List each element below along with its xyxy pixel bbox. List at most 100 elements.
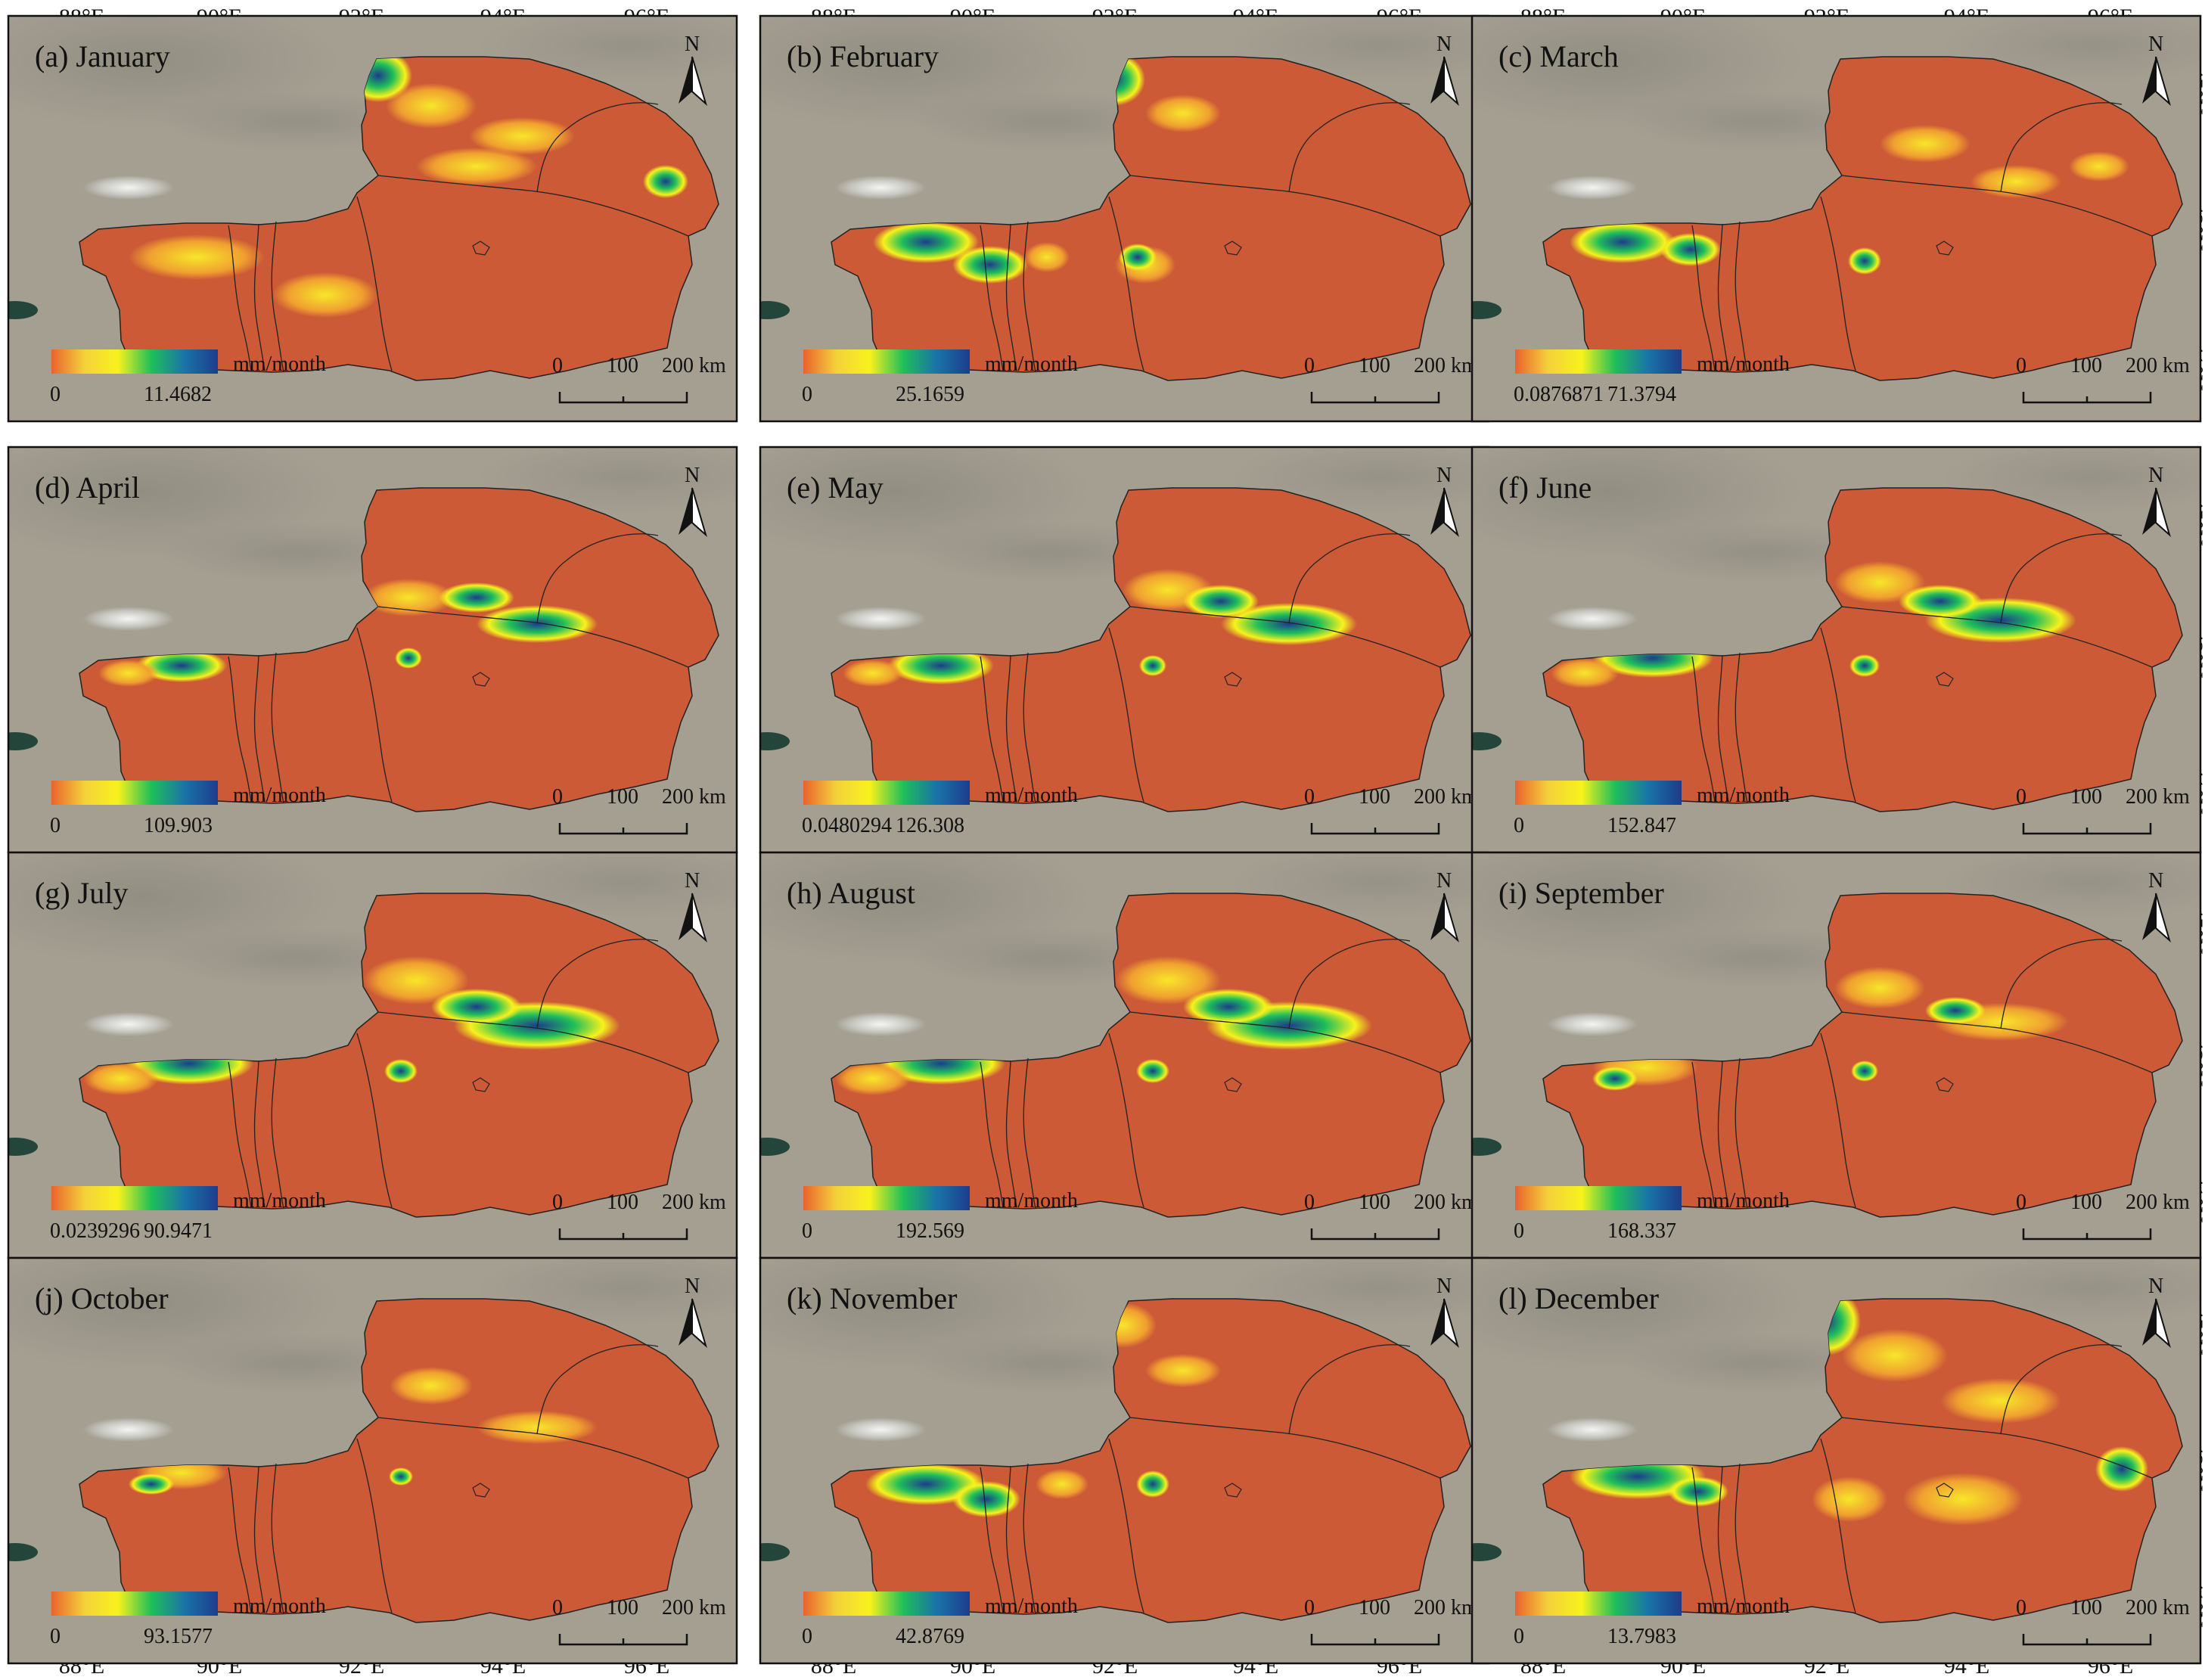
north-label: N (685, 464, 700, 487)
water-body (1471, 301, 1502, 319)
scale-label: 0 (1304, 1191, 1315, 1214)
north-label: N (685, 1275, 700, 1298)
high-value-area (1592, 1067, 1638, 1091)
panel-frame (7, 14, 738, 423)
map-panel: (a) January Nmm/month 0 11.4682 0 100 200 km (7, 14, 738, 423)
water-body (759, 732, 790, 750)
legend-min-value: 0.0239296 (50, 1219, 140, 1243)
legend-color-ramp (1515, 1591, 1682, 1616)
legend-min-value: 0 (802, 383, 812, 406)
scale-label: 0 (552, 354, 563, 377)
north-label: N (2148, 464, 2163, 487)
panel-title: (b) February (787, 39, 939, 73)
scale-label: 0 (2016, 1596, 2026, 1619)
county-boundary (1023, 1057, 1036, 1210)
county-boundary (228, 1061, 252, 1208)
county-boundary (1129, 175, 1441, 237)
map-panel: (j) October Nmm/month 0 93.1577 0 100 200 km (7, 1256, 738, 1665)
scale-bar: 0 100 200 km (2016, 354, 2190, 404)
county-boundary (1717, 654, 1729, 803)
county-boundary (1288, 102, 1411, 193)
county-boundary (1841, 1011, 2153, 1073)
moderate-value-area (98, 660, 159, 687)
county-boundary (1691, 656, 1716, 803)
county-boundary (1841, 606, 2153, 668)
high-value-area (1660, 233, 1721, 266)
water-body (1471, 1138, 1502, 1156)
panel-title: (d) April (35, 470, 140, 505)
county-boundary (377, 606, 689, 668)
north-arrow-icon: N (2142, 464, 2171, 538)
legend-color-ramp (803, 349, 970, 374)
legend-max-value: 192.569 (896, 1219, 964, 1243)
panel-title: (h) August (787, 876, 915, 910)
moderate-value-area (1036, 1469, 1089, 1499)
legend-max-value: 71.3794 (1607, 383, 1676, 406)
scale-label: 0 (552, 1191, 563, 1214)
county-boundary (356, 627, 393, 803)
water-body (759, 301, 790, 319)
legend-color-ramp (1515, 781, 1682, 805)
north-arrow-icon: N (2142, 869, 2171, 943)
snow-cap (1547, 607, 1638, 631)
snow-cap (83, 175, 174, 200)
legend-unit: mm/month (233, 352, 326, 376)
legend-min-value: 0 (50, 383, 61, 406)
county-boundary (1108, 1438, 1144, 1613)
moderate-value-area (1834, 561, 1925, 604)
county-boundary (228, 656, 252, 803)
scale-bar: 0 100 200 km (552, 1596, 726, 1646)
scale-label: 0 (552, 1596, 563, 1619)
panel-title: (i) September (1498, 876, 1664, 910)
water-body (759, 1138, 790, 1156)
north-arrow-icon: N (679, 869, 707, 943)
scale-label: 100 (1359, 1596, 1390, 1619)
county-boundary (536, 102, 659, 193)
map-panel: (b) February Nmm/month 0 25.1659 0 100 200 km (759, 14, 1490, 423)
high-value-area (952, 1481, 1020, 1517)
county-boundary (1734, 652, 1748, 804)
snow-cap (83, 1418, 174, 1442)
legend-unit: mm/month (1697, 352, 1790, 376)
snow-cap (835, 175, 926, 200)
scale-label: 200 km (2126, 1191, 2190, 1214)
high-value-area (1899, 585, 1982, 618)
legend-unit: mm/month (985, 784, 1078, 807)
county-boundary (271, 221, 284, 373)
north-label: N (1436, 1275, 1452, 1298)
scale-label: 200 km (1414, 1596, 1478, 1619)
county-boundary (1717, 1060, 1729, 1208)
panel-frame (1471, 14, 2202, 423)
scale-label: 0 (1304, 1596, 1315, 1619)
legend-unit: mm/month (233, 784, 326, 807)
water-body (1471, 732, 1502, 750)
snow-cap (835, 1012, 926, 1036)
high-value-area (439, 582, 514, 613)
county-boundary (1691, 1061, 1716, 1208)
county-boundary (1005, 654, 1017, 803)
moderate-value-area (835, 1062, 911, 1095)
scale-bar: 0 100 200 km (2016, 1596, 2190, 1646)
scale-label: 200 km (662, 354, 726, 377)
high-value-area (431, 989, 522, 1025)
county-boundary (228, 225, 252, 371)
north-arrow-icon: N (1430, 1275, 1459, 1349)
high-value-area (477, 605, 598, 643)
scale-label: 0 (1304, 785, 1315, 809)
scale-label: 200 km (1414, 1191, 1478, 1214)
north-arrow-icon: N (679, 33, 707, 107)
moderate-value-area (1115, 956, 1221, 1005)
moderate-value-area (1812, 1477, 1887, 1522)
north-label: N (1436, 464, 1452, 487)
legend-max-value: 152.847 (1607, 814, 1676, 837)
legend-color-ramp (51, 1591, 218, 1616)
county-boundary (1820, 627, 1856, 803)
high-value-area (395, 647, 422, 669)
panel-title: (k) November (787, 1281, 957, 1315)
county-boundary (1691, 225, 1716, 371)
panel-title: (g) July (35, 876, 128, 910)
county-boundary (1820, 196, 1856, 371)
county-boundary (1005, 1465, 1017, 1613)
high-value-area (1136, 1470, 1169, 1498)
county-boundary (1288, 1344, 1411, 1435)
